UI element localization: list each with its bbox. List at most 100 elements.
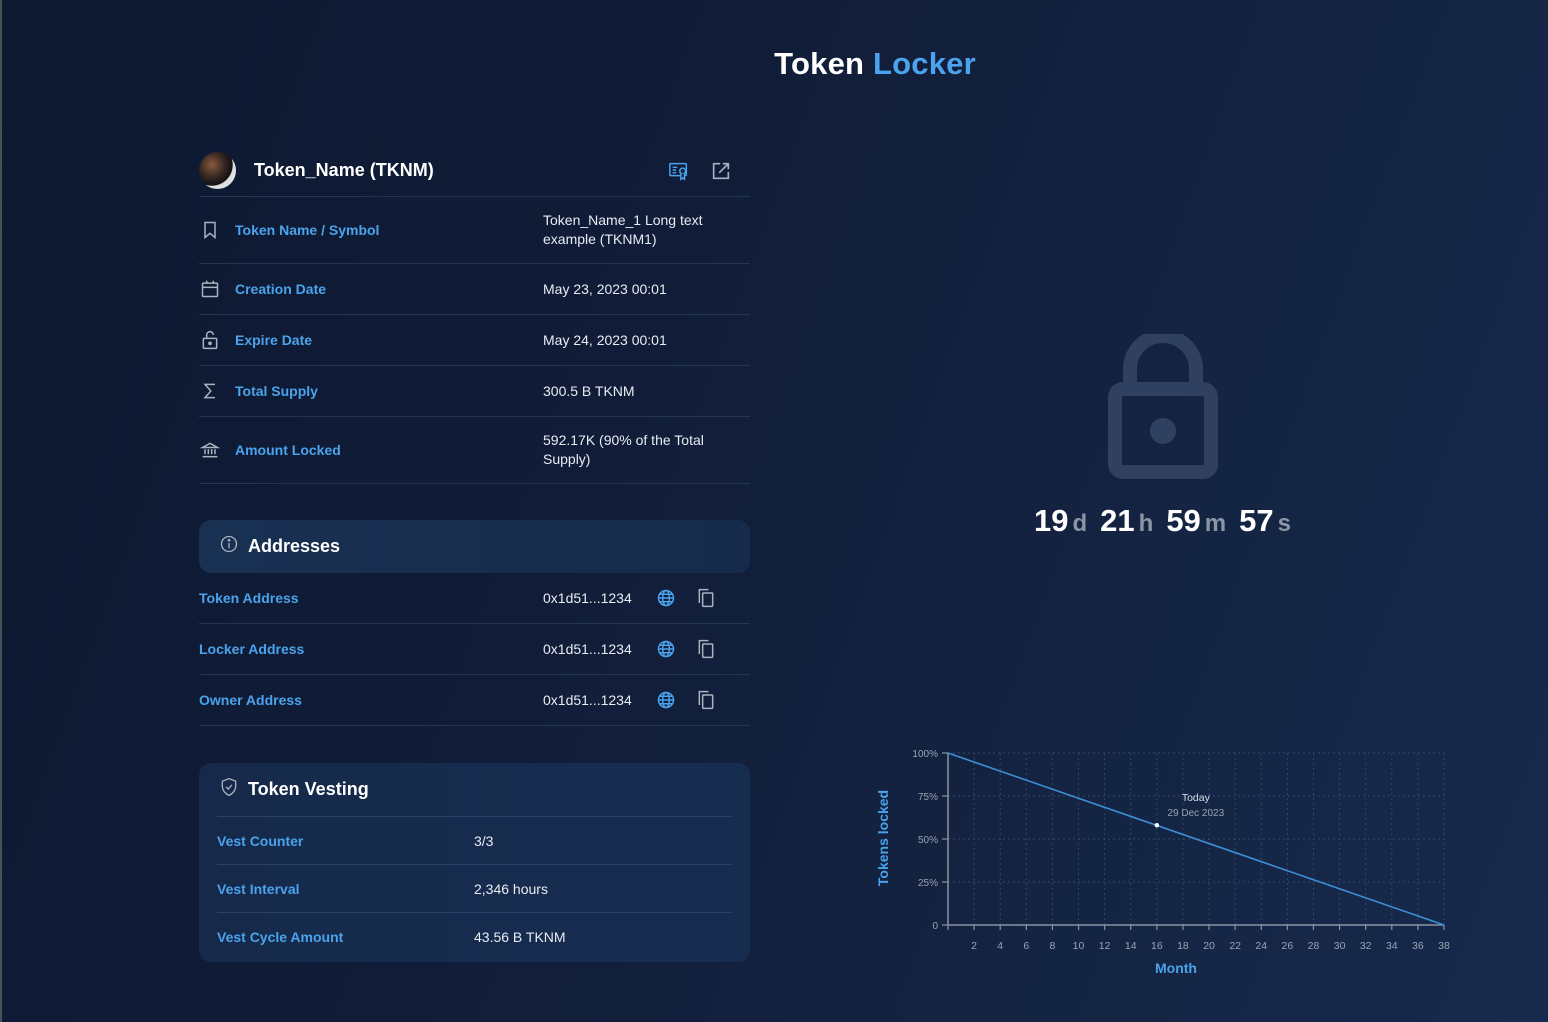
- svg-text:34: 34: [1386, 940, 1398, 952]
- vest-value: 2,346 hours: [474, 880, 548, 897]
- vest-row-cycle-amount: Vest Cycle Amount 43.56 B TKNM: [217, 913, 732, 961]
- detail-label: Total Supply: [235, 383, 318, 399]
- vest-value: 3/3: [474, 832, 494, 849]
- detail-label: Amount Locked: [235, 442, 341, 458]
- vesting-header: Token Vesting: [217, 763, 732, 817]
- svg-text:Month: Month: [1155, 960, 1197, 976]
- info-icon: [219, 534, 239, 559]
- countdown-seconds-unit: s: [1277, 510, 1291, 537]
- shield-check-icon: [219, 777, 239, 802]
- svg-text:26: 26: [1282, 940, 1294, 952]
- globe-icon[interactable]: [656, 690, 676, 710]
- svg-text:32: 32: [1360, 940, 1372, 952]
- sigma-icon: [199, 380, 221, 402]
- countdown-days: 19: [1034, 503, 1069, 538]
- svg-text:24: 24: [1255, 940, 1267, 952]
- detail-row-token-name: Token Name / Symbol Token_Name_1 Long te…: [199, 197, 750, 264]
- token-info-panel: Token_Name (TKNM) Token Name / Symbol T: [199, 145, 750, 962]
- vest-row-interval: Vest Interval 2,346 hours: [217, 865, 732, 913]
- countdown-days-unit: d: [1072, 510, 1088, 537]
- svg-text:10: 10: [1073, 940, 1085, 952]
- bank-icon: [199, 439, 221, 461]
- address-value: 0x1d51...1234: [543, 692, 632, 708]
- detail-row-creation-date: Creation Date May 23, 2023 00:01: [199, 264, 750, 315]
- svg-text:30: 30: [1334, 940, 1346, 952]
- page-title: Token Locker: [2, 46, 1548, 82]
- svg-text:8: 8: [1049, 940, 1055, 952]
- detail-value: May 23, 2023 00:01: [543, 280, 667, 297]
- svg-text:Tokens locked: Tokens locked: [875, 790, 891, 886]
- token-vesting-card: Token Vesting Vest Counter 3/3 Vest Inte…: [199, 763, 750, 962]
- countdown-seconds: 57: [1239, 503, 1274, 538]
- vest-label: Vest Cycle Amount: [217, 929, 344, 945]
- vest-value: 43.56 B TKNM: [474, 929, 566, 945]
- globe-icon[interactable]: [656, 588, 676, 608]
- address-label: Token Address: [199, 590, 299, 606]
- address-value: 0x1d51...1234: [543, 590, 632, 606]
- detail-label: Token Name / Symbol: [235, 222, 380, 238]
- detail-label: Creation Date: [235, 281, 327, 297]
- countdown-timer: 19 d 21 h 59 m 57 s: [1034, 503, 1291, 539]
- detail-value: 592.17K (90% of the Total Supply): [543, 432, 704, 467]
- globe-icon[interactable]: [656, 639, 676, 659]
- countdown-hours: 21: [1100, 503, 1135, 538]
- svg-text:16: 16: [1151, 940, 1163, 952]
- svg-text:12: 12: [1099, 940, 1111, 952]
- address-row-owner: Owner Address 0x1d51...1234: [199, 675, 750, 726]
- copy-icon[interactable]: [696, 638, 716, 660]
- svg-text:6: 6: [1023, 940, 1029, 952]
- detail-value: 300.5 B TKNM: [543, 382, 635, 399]
- copy-icon[interactable]: [696, 587, 716, 609]
- page-title-primary: Token: [774, 46, 865, 81]
- address-label: Owner Address: [199, 692, 302, 708]
- certificate-icon[interactable]: [668, 160, 690, 182]
- svg-text:18: 18: [1177, 940, 1189, 952]
- svg-text:4: 4: [997, 940, 1003, 952]
- copy-icon[interactable]: [696, 689, 716, 711]
- address-row-locker: Locker Address 0x1d51...1234: [199, 624, 750, 675]
- external-link-icon[interactable]: [710, 160, 732, 182]
- detail-value: Token_Name_1 Long text example (TKNM1): [543, 212, 703, 247]
- token-header: Token_Name (TKNM): [199, 145, 750, 197]
- svg-text:22: 22: [1229, 940, 1241, 952]
- token-avatar: [199, 152, 236, 189]
- addresses-title: Addresses: [248, 536, 341, 556]
- addresses-header: Addresses: [199, 520, 750, 573]
- address-label: Locker Address: [199, 641, 305, 657]
- svg-text:75%: 75%: [918, 792, 938, 803]
- vesting-chart: 0 25% 50% 75% 100% 2 4 6 8 10 12 14 16 18 20 22 24 26 28 30…: [862, 740, 1482, 990]
- vesting-title: Token Vesting: [248, 779, 369, 799]
- countdown-hours-unit: h: [1138, 510, 1154, 537]
- bookmark-icon: [199, 219, 221, 241]
- address-row-token: Token Address 0x1d51...1234: [199, 573, 750, 624]
- svg-text:Today: Today: [1182, 792, 1211, 804]
- token-title: Token_Name (TKNM): [254, 160, 434, 180]
- vest-row-counter: Vest Counter 3/3: [217, 817, 732, 865]
- countdown-minutes: 59: [1166, 503, 1201, 538]
- detail-value: May 24, 2023 00:01: [543, 331, 667, 348]
- detail-row-expire-date: Expire Date May 24, 2023 00:01: [199, 315, 750, 366]
- address-value: 0x1d51...1234: [543, 641, 632, 657]
- svg-text:20: 20: [1203, 940, 1215, 952]
- detail-row-total-supply: Total Supply 300.5 B TKNM: [199, 366, 750, 417]
- svg-text:25%: 25%: [918, 878, 938, 889]
- svg-text:50%: 50%: [918, 835, 938, 846]
- svg-text:0: 0: [932, 921, 938, 932]
- unlock-icon: [1105, 329, 1221, 484]
- calendar-icon: [199, 278, 221, 300]
- vest-label: Vest Interval: [217, 880, 300, 897]
- svg-text:29 Dec 2023: 29 Dec 2023: [1167, 808, 1224, 819]
- countdown-minutes-unit: m: [1204, 510, 1227, 537]
- svg-text:14: 14: [1125, 940, 1137, 952]
- detail-row-amount-locked: Amount Locked 592.17K (90% of the Total …: [199, 417, 750, 484]
- vest-label: Vest Counter: [217, 832, 304, 849]
- svg-text:100%: 100%: [912, 749, 938, 760]
- page-title-accent: Locker: [872, 46, 976, 81]
- lock-icon: [199, 329, 221, 351]
- detail-label: Expire Date: [235, 332, 313, 348]
- svg-text:36: 36: [1412, 940, 1424, 952]
- svg-text:28: 28: [1308, 940, 1320, 952]
- svg-text:38: 38: [1438, 940, 1450, 952]
- vesting-chart-svg: 025%50%75%100%2 4 6 8 10 12 14 16 18 20 22 24 26 28 30…: [875, 749, 1450, 976]
- svg-text:2: 2: [971, 940, 977, 952]
